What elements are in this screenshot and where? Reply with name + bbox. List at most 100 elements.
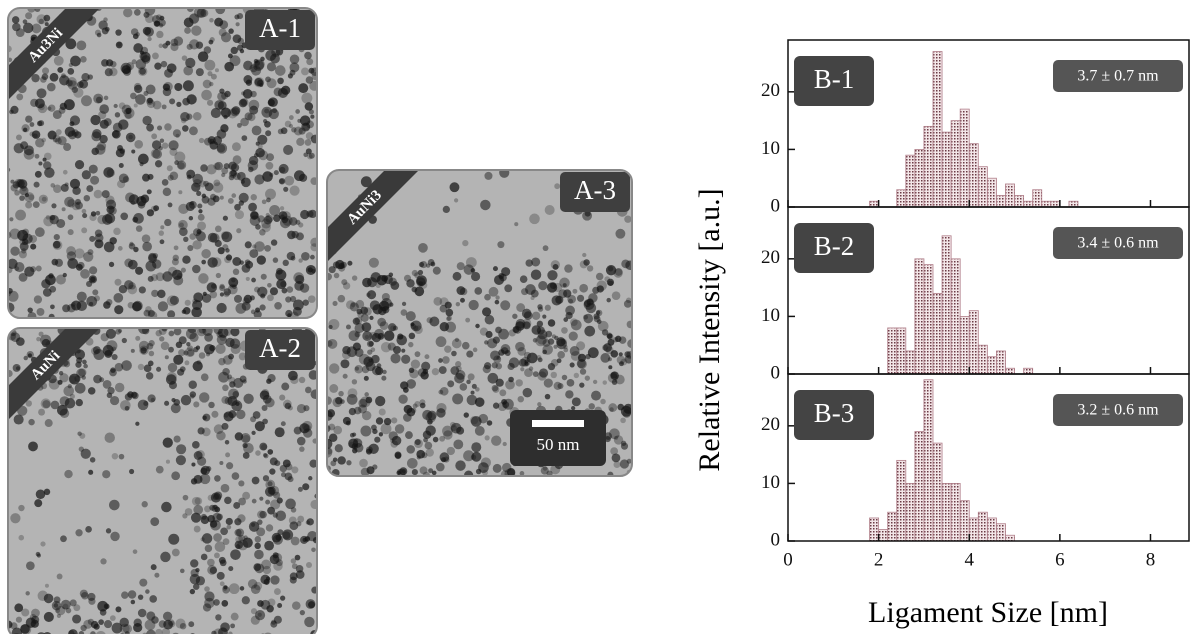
texture: [84, 195, 90, 201]
texture: [440, 452, 450, 462]
texture: [143, 401, 148, 406]
texture: [205, 545, 212, 552]
texture: [183, 307, 191, 315]
texture: [425, 354, 430, 359]
texture: [224, 497, 231, 504]
texture: [277, 497, 283, 503]
texture: [260, 293, 265, 298]
texture: [77, 292, 87, 302]
texture: [216, 514, 223, 521]
texture: [347, 346, 358, 357]
texture: [545, 205, 555, 215]
texture: [310, 238, 319, 247]
bar: [924, 380, 933, 541]
texture: [242, 264, 251, 273]
texture: [330, 460, 336, 466]
texture: [354, 438, 359, 443]
texture: [498, 329, 509, 340]
texture: [295, 220, 300, 225]
texture: [620, 459, 629, 468]
texture: [557, 351, 565, 359]
texture: [162, 104, 167, 109]
texture: [406, 311, 416, 321]
texture: [162, 179, 169, 186]
texture: [551, 372, 557, 378]
texture: [525, 259, 532, 266]
texture: [232, 472, 240, 480]
texture: [460, 298, 465, 303]
texture: [147, 37, 151, 41]
bar: [969, 311, 978, 374]
texture: [37, 88, 47, 98]
texture: [230, 623, 235, 628]
texture: [471, 391, 475, 395]
texture: [289, 115, 294, 120]
texture: [120, 618, 129, 627]
texture: [96, 211, 101, 216]
texture: [311, 548, 316, 553]
texture: [38, 409, 45, 416]
texture: [58, 136, 67, 145]
texture: [456, 427, 464, 435]
texture: [174, 83, 182, 91]
texture: [442, 356, 450, 364]
texture: [266, 605, 273, 612]
texture: [234, 14, 239, 19]
texture: [550, 282, 557, 289]
texture: [94, 190, 103, 199]
texture: [571, 406, 575, 410]
texture: [88, 387, 96, 395]
texture: [18, 535, 24, 541]
texture: [295, 275, 304, 284]
texture: [128, 282, 135, 289]
texture: [443, 206, 450, 213]
texture: [36, 266, 42, 272]
texture: [193, 505, 203, 515]
texture: [169, 98, 175, 104]
texture: [329, 384, 338, 393]
texture: [70, 115, 80, 125]
texture: [165, 355, 169, 359]
texture: [50, 215, 56, 221]
texture: [265, 500, 270, 505]
texture: [241, 135, 247, 141]
y-tick-label: 20: [761, 414, 780, 435]
texture: [36, 489, 46, 499]
texture: [215, 344, 225, 354]
texture: [299, 446, 304, 451]
bar: [1042, 201, 1051, 207]
y-tick-label: 20: [761, 80, 780, 101]
texture: [105, 213, 116, 224]
bar: [1005, 535, 1014, 541]
texture: [206, 466, 211, 471]
texture: [264, 541, 274, 551]
bar: [906, 483, 915, 541]
texture: [248, 203, 257, 212]
texture: [538, 281, 547, 290]
texture: [215, 541, 226, 552]
texture: [250, 295, 255, 300]
texture: [283, 187, 288, 192]
texture: [306, 58, 313, 65]
texture: [281, 421, 286, 426]
texture: [361, 314, 369, 322]
bar: [915, 149, 924, 207]
texture: [281, 127, 288, 134]
texture: [332, 301, 337, 306]
texture: [440, 387, 449, 396]
texture: [197, 203, 202, 208]
texture: [14, 414, 24, 424]
texture: [545, 394, 551, 400]
texture: [597, 285, 604, 292]
texture: [369, 258, 379, 268]
texture: [242, 443, 247, 448]
texture: [542, 315, 546, 319]
texture: [35, 154, 40, 159]
texture: [269, 468, 275, 474]
texture: [263, 453, 267, 457]
texture: [268, 99, 275, 106]
texture: [41, 138, 46, 143]
texture: [338, 295, 346, 303]
texture: [224, 412, 229, 417]
texture: [407, 458, 418, 469]
